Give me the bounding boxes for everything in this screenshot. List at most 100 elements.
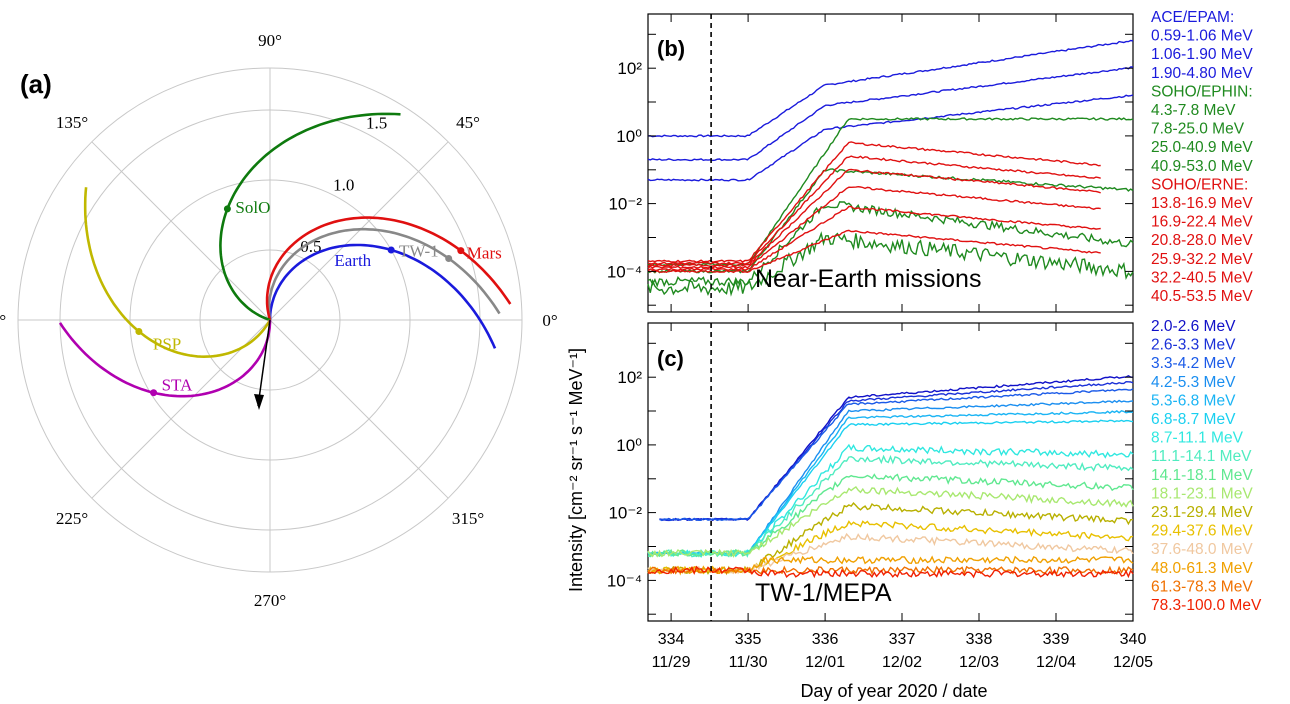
solo-marker — [223, 205, 231, 213]
y-tick-label: 10² — [617, 59, 642, 78]
legend-entry: 2.6-3.3 MeV — [1151, 337, 1236, 354]
tw-1-spiral — [267, 227, 501, 321]
legend-entry: 1.06-1.90 MeV — [1151, 46, 1253, 63]
date-tick-label: 12/01 — [805, 654, 845, 671]
angle-label: 0° — [542, 311, 557, 330]
arrow-shaft — [257, 319, 271, 407]
radius-label: 0.5 — [300, 237, 321, 256]
panel-b-label: (b) — [657, 36, 685, 61]
angle-label: 225° — [56, 509, 88, 528]
erne-series-1 — [647, 141, 1101, 263]
x-tick-label: 336 — [812, 631, 839, 648]
legend-entry: 40.5-53.5 MeV — [1151, 288, 1253, 305]
legend-entry: 3.3-4.2 MeV — [1151, 355, 1236, 372]
mepa-series-10 — [647, 486, 1134, 558]
x-axis-tick-labels: 334 11/29 335 11/30 336 12/01 337 12/02 338 12/03… — [652, 631, 1153, 671]
mepa-series-8 — [647, 454, 1134, 558]
panel-b-axes: 10⁻⁴ 10⁻² 10⁰ 10² — [607, 14, 1134, 312]
erne-series-6 — [647, 229, 1101, 274]
tw-1-marker — [445, 255, 453, 262]
radius-label: 1.5 — [366, 114, 387, 133]
ephin-series-2 — [647, 168, 1134, 274]
erne-series-5 — [647, 205, 1101, 272]
erne-series-4 — [647, 185, 1101, 270]
mepa-series-2 — [659, 380, 1134, 522]
polar-orbit-plot: (a) 0° 45° 90° 135° 180° 225° 270° 315° 0.5 1.0 1… — [0, 31, 558, 610]
angle-label: 135° — [56, 113, 88, 132]
mars-marker — [457, 247, 465, 255]
angle-label: 180° — [0, 311, 6, 330]
date-tick-label: 11/29 — [652, 654, 691, 671]
legend-entry: 25.9-32.2 MeV — [1151, 251, 1253, 268]
panel-a-label: (a) — [20, 69, 52, 99]
legend-entry: 29.4-37.6 MeV — [1151, 523, 1253, 540]
mepa-series-14 — [647, 555, 1134, 576]
legend-entry: 78.3-100.0 MeV — [1151, 597, 1262, 614]
angle-label: 45° — [456, 113, 480, 132]
solo-spiral — [219, 112, 401, 322]
ace-series-3 — [647, 94, 1134, 182]
legend-entry: 5.3-6.8 MeV — [1151, 392, 1236, 409]
y-tick-label: 10⁻⁴ — [607, 262, 642, 281]
grid-spoke — [269, 319, 449, 499]
mars-spiral — [265, 216, 512, 321]
x-tick-label: 334 — [658, 631, 685, 648]
psp-label: PSP — [153, 335, 181, 354]
legend-entry: 6.8-8.7 MeV — [1151, 411, 1236, 428]
panel-c-title: TW-1/MEPA — [755, 579, 892, 607]
x-tick-label: 335 — [735, 631, 762, 648]
legend-entry: 1.90-4.80 MeV — [1151, 65, 1253, 82]
mepa-series-6 — [647, 419, 1134, 556]
arrow-head — [254, 394, 264, 410]
y-tick-label: 10² — [617, 368, 642, 387]
radius-label: 1.0 — [333, 175, 354, 194]
parker-spirals — [58, 112, 512, 398]
tw1-mepa-intensity-plot: 10⁻⁴ 10⁻² 10⁰ 10² (c) TW-1/MEPA 2.0-2.6 MeV… — [607, 318, 1262, 622]
panel-c-label: (c) — [657, 346, 684, 371]
panel-c-axes: 10⁻⁴ 10⁻² 10⁰ 10² — [607, 323, 1134, 621]
erne-series-3 — [647, 168, 1101, 268]
sta-spiral — [58, 320, 272, 398]
ace-series-1 — [647, 39, 1134, 138]
legend-entry: 7.8-25.0 MeV — [1151, 121, 1245, 138]
mepa-series-16 — [648, 565, 1134, 579]
legend-entry: 4.3-7.8 MeV — [1151, 102, 1236, 119]
date-tick-label: 12/04 — [1036, 654, 1076, 671]
mepa-series-15 — [647, 565, 1134, 576]
legend-entry: 61.3-78.3 MeV — [1151, 578, 1253, 595]
sta-label: STA — [162, 376, 193, 395]
legend-entry: 40.9-53.0 MeV — [1151, 158, 1253, 175]
mepa-series-9 — [647, 473, 1134, 558]
legend-entry: 14.1-18.1 MeV — [1151, 467, 1253, 484]
y-tick-label: 10⁰ — [616, 127, 642, 146]
legend-entry: SOHO/EPHIN: — [1151, 83, 1253, 100]
x-tick-label: 339 — [1043, 631, 1070, 648]
legend-entry: 32.2-40.5 MeV — [1151, 269, 1253, 286]
legend-entry: 2.0-2.6 MeV — [1151, 318, 1236, 335]
ephin-series-1 — [647, 117, 1134, 267]
x-tick-label: 340 — [1120, 631, 1147, 648]
solo-label: SolO — [235, 198, 270, 217]
legend-entry: 48.0-61.3 MeV — [1151, 560, 1253, 577]
angle-labels: 0° 45° 90° 135° 180° 225° 270° 315° — [0, 31, 558, 610]
legend-entry: ACE/EPAM: — [1151, 9, 1234, 26]
date-tick-label: 11/30 — [729, 654, 768, 671]
polar-grid — [17, 67, 523, 573]
legend-entry: 37.6-48.0 MeV — [1151, 541, 1253, 558]
tw-1-label: TW-1 — [399, 242, 439, 261]
date-tick-label: 12/03 — [959, 654, 999, 671]
mars-label: Mars — [467, 244, 502, 263]
legend-entry: 23.1-29.4 MeV — [1151, 504, 1253, 521]
legend-entry: 13.8-16.9 MeV — [1151, 195, 1253, 212]
legend-entry: 4.2-5.3 MeV — [1151, 374, 1236, 391]
x-tick-label: 337 — [889, 631, 916, 648]
legend-entry: 20.8-28.0 MeV — [1151, 232, 1253, 249]
mepa-series-7 — [647, 443, 1134, 558]
legend-entry: 11.1-14.1 MeV — [1151, 448, 1252, 465]
earth-marker — [387, 246, 395, 254]
date-tick-label: 12/02 — [882, 654, 922, 671]
y-tick-label: 10⁻² — [608, 504, 642, 523]
radius-labels: 0.5 1.0 1.5 — [300, 114, 387, 257]
